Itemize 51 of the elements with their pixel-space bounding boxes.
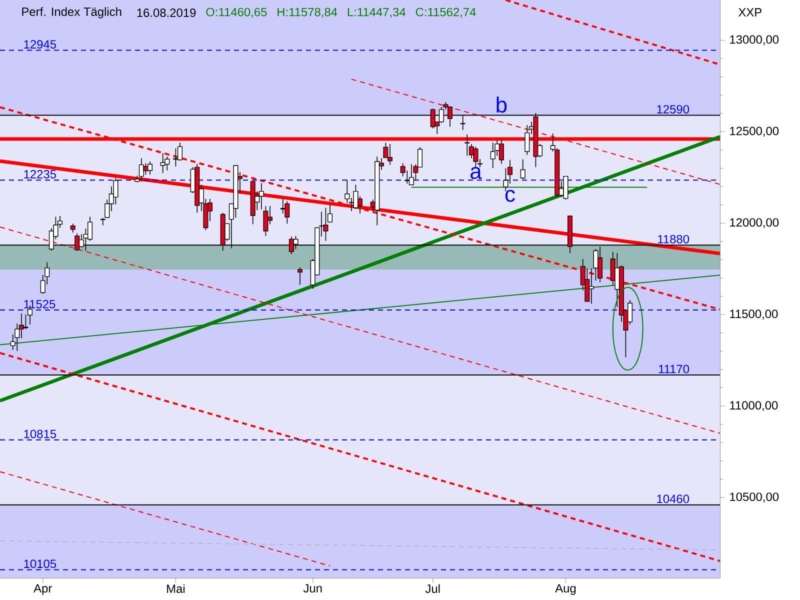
candlestick [498,140,504,164]
ref-line-label: 11525 [24,300,56,308]
ref-line-label: 12945 [24,40,56,49]
ref-line-label: 10815 [24,430,56,438]
annotation: L:11447,34 [348,8,406,18]
text: 16.08.2019 [137,8,196,17]
ref-line-label: 12235 [24,170,56,178]
y-axis-title: XXP [738,8,762,16]
x-tick-label: Jul [425,584,440,593]
candlestick [593,248,598,281]
candlestick [323,207,328,242]
y-tick-label: 10500,00 [730,492,779,502]
x-tick-label: Aug [555,584,576,595]
candlestick [164,156,170,171]
annotation: H:11578,84 [278,8,338,18]
candlestick [404,170,410,184]
ref-line-label: 12590 [657,105,690,114]
candlestick [298,266,302,286]
candlestick [563,176,568,200]
candlestick [408,164,414,186]
text: Perf. Index Täglich [22,7,122,18]
annotation: b [496,96,507,113]
candlestick [138,158,144,182]
candlestick [473,146,478,168]
annotation: C:11562,74 [416,8,476,18]
candlestick [490,142,496,168]
candlestick [258,182,264,210]
ref-line-label: 11880 [658,234,690,244]
candlestick [284,200,290,224]
candlestick [143,162,148,176]
candlestick [173,148,178,167]
candlestick [520,158,526,180]
candlestick [524,124,530,156]
annotation: a [470,167,482,180]
ref-line-label: 10460 [657,494,690,504]
annotation: O:11460,65 [206,8,267,18]
x-tick-label: Jun [303,584,322,593]
y-tick-label: 12000,00 [730,218,779,228]
y-tick-label: 13000,00 [730,35,779,46]
candlestick [588,268,594,304]
candlestick [263,206,268,236]
candlestick [464,134,470,156]
y-tick-label: 12500,00 [730,126,779,137]
ref-line-label: 10105 [24,560,56,568]
y-tick-label: 11500,00 [730,310,778,320]
candlestick [353,184,358,210]
annotation: c [505,190,515,202]
x-tick-label: Apr [34,584,52,595]
y-tick-label: 11000,00 [730,401,778,411]
x-tick-label: Mai [167,584,185,593]
ref-line-label: 11170 [658,364,690,374]
